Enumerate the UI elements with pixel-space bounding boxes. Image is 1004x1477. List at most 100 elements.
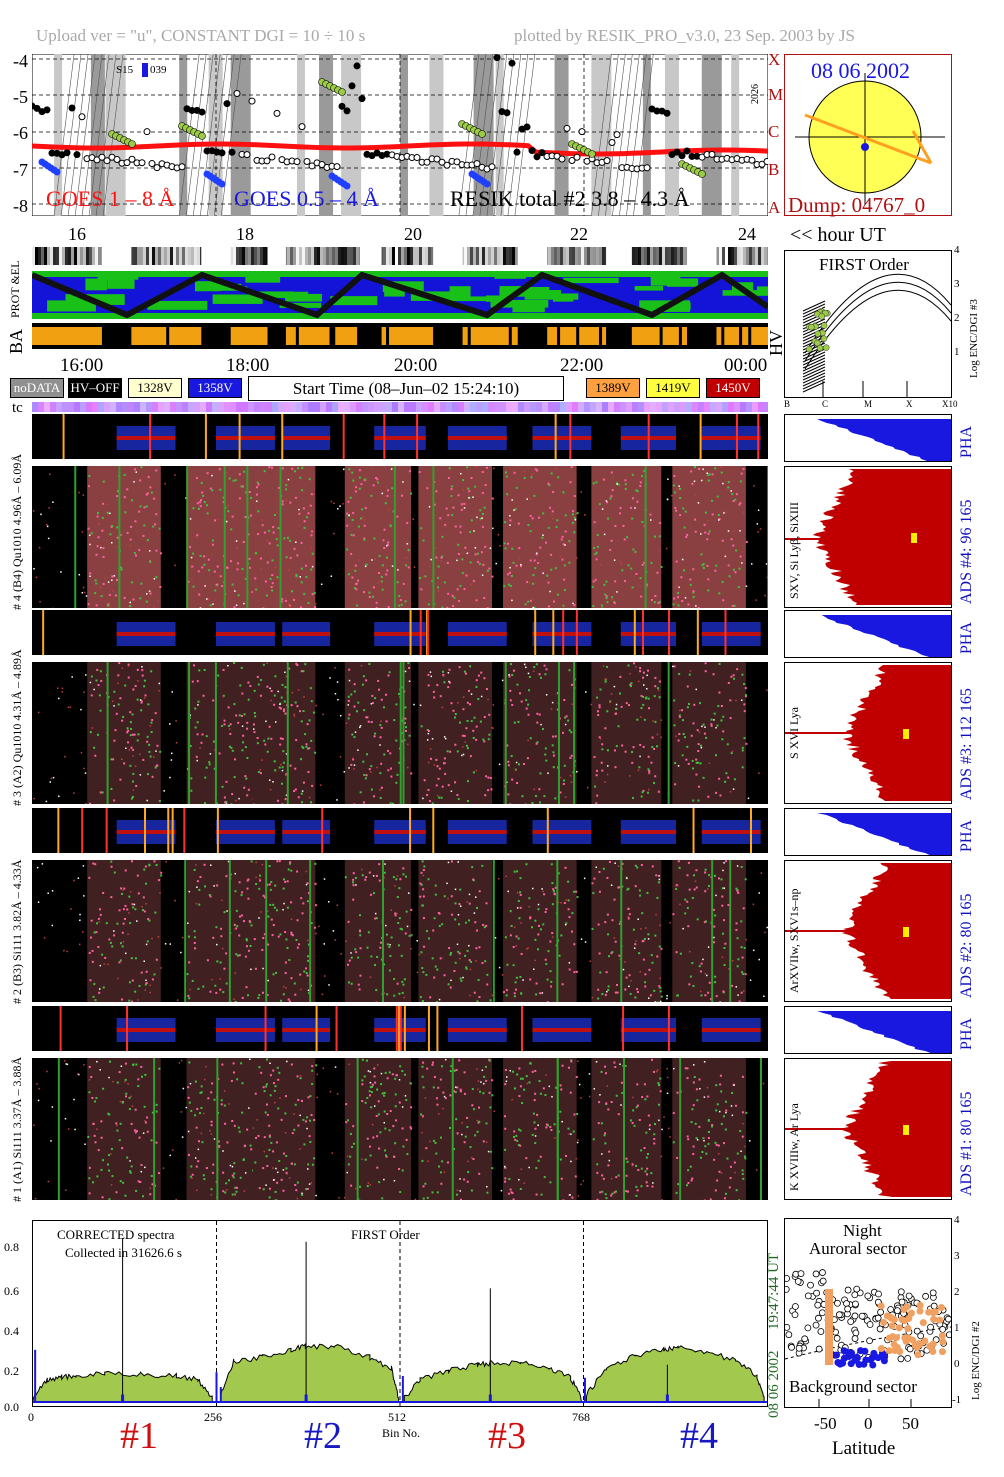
spectrogram-dot	[571, 521, 574, 524]
tc-cell	[74, 402, 80, 412]
spectrogram-dot	[97, 945, 100, 948]
spectrogram-dot	[605, 1197, 608, 1200]
spectrogram-dot	[504, 1166, 507, 1169]
spectrogram-dot	[146, 740, 149, 743]
spectrogram-dot	[362, 591, 365, 594]
spectrogram-dot	[210, 1124, 213, 1127]
spectrogram-dot	[434, 965, 437, 968]
spectrogram-dot	[692, 596, 695, 599]
spectrogram-noise	[353, 768, 355, 770]
spectrogram-dot	[433, 696, 436, 699]
spectrogram-dot	[593, 877, 596, 880]
spectrogram-dot	[504, 471, 507, 474]
hatch-line	[479, 54, 501, 216]
spectrogram-noise	[112, 1080, 114, 1083]
spectrogram-dot	[107, 603, 110, 606]
spectrogram-dot	[530, 926, 533, 929]
spectrogram-dot	[529, 1062, 532, 1065]
el-bar	[566, 247, 569, 265]
spectrogram-dot	[281, 598, 284, 601]
spectrogram-dot	[439, 1136, 442, 1139]
hatch-line	[626, 54, 647, 216]
spectrogram-noise	[708, 762, 711, 764]
spectrogram-noise	[200, 1132, 203, 1135]
spectrogram-dot	[294, 496, 297, 499]
spectrogram-noise	[436, 794, 439, 797]
spectrogram-dot	[691, 962, 694, 965]
spectrogram-dot	[408, 934, 411, 937]
spectrogram-dot	[688, 673, 691, 676]
spectrogram-dot	[744, 1157, 747, 1160]
spectrogram-noise	[398, 1079, 401, 1081]
fo-x-axis: B C M X X10	[784, 399, 964, 411]
spectrogram-noise	[176, 999, 179, 1001]
spectrogram-dot	[401, 1127, 404, 1130]
spectrogram-noise	[730, 490, 732, 492]
tc-cell	[278, 402, 284, 412]
spectrogram-dot	[689, 578, 692, 581]
spectrogram-dot	[537, 562, 540, 565]
spectrogram-noise	[223, 1090, 226, 1092]
spectrogram-dot	[710, 724, 713, 727]
spectrogram-dot	[733, 1161, 736, 1164]
spectrogram-noise	[720, 1172, 723, 1174]
spectrogram-line	[381, 860, 384, 1002]
spectrogram-dot	[306, 516, 309, 519]
spectrogram-dot	[308, 747, 311, 750]
spectrogram-dot	[431, 957, 434, 960]
spectrogram-dot	[732, 544, 735, 547]
spectrogram-dot	[422, 917, 425, 920]
spectrogram-noise	[523, 1182, 526, 1184]
spectrogram-dot	[225, 982, 228, 985]
spectrogram-dot	[543, 893, 546, 896]
spectrogram-dot	[469, 530, 472, 533]
strip-gap	[201, 247, 231, 265]
spectrogram-dot	[92, 862, 95, 865]
spectrogram-dot	[592, 580, 595, 583]
el-bar	[599, 247, 602, 265]
spectrogram-dot	[198, 888, 201, 891]
spectrogram-dot	[701, 564, 704, 567]
spectrogram-dot	[389, 524, 392, 527]
spectrogram-dot	[527, 713, 530, 716]
spectrogram-dot	[459, 525, 462, 528]
spectrogram-dot	[513, 721, 516, 724]
spectrogram-dot	[631, 517, 634, 520]
spectrogram-dot	[714, 569, 717, 572]
spectrogram-noise	[197, 1148, 200, 1151]
spectrogram-dot	[535, 982, 538, 985]
spectrogram-dot	[509, 519, 512, 522]
spectrogram-dot	[223, 1104, 226, 1107]
spectrogram-dot	[631, 497, 634, 500]
spectrogram-dot	[236, 568, 239, 571]
spectrogram-dot	[100, 679, 103, 682]
spectrogram-dot	[204, 885, 207, 888]
spectrogram-dot	[401, 1169, 404, 1172]
spectrogram-dot	[691, 759, 694, 762]
spectrogram-noise	[601, 508, 604, 510]
spectrogram-dot	[653, 1070, 656, 1073]
spectrogram-dot	[225, 800, 228, 803]
spectrogram-band	[344, 860, 412, 1002]
spectrogram-noise	[645, 927, 647, 929]
spectrogram-noise	[83, 895, 85, 897]
spectrogram-dot	[200, 1085, 203, 1088]
spectrogram-dot	[355, 588, 358, 591]
spectrogram-dot	[223, 911, 226, 914]
spectrogram-dot	[246, 1128, 249, 1131]
spectrogram-dot	[92, 1181, 95, 1184]
pha-line	[144, 808, 147, 856]
spectrogram-dot	[654, 685, 657, 688]
spectrogram-dot	[704, 1145, 707, 1148]
spectrogram-dot	[436, 1191, 439, 1194]
spectrogram-noise	[98, 523, 100, 525]
spectrogram-dot	[461, 558, 464, 561]
spectrogram-noise	[100, 546, 102, 549]
spectrogram-dot	[741, 1111, 744, 1114]
pha-red	[532, 632, 592, 636]
spectrogram-noise	[551, 701, 554, 704]
spectrogram-noise	[116, 1124, 118, 1127]
spectrogram-dot	[143, 685, 146, 688]
spectrogram-dot	[279, 707, 282, 710]
spectrogram-dot	[640, 1149, 643, 1152]
